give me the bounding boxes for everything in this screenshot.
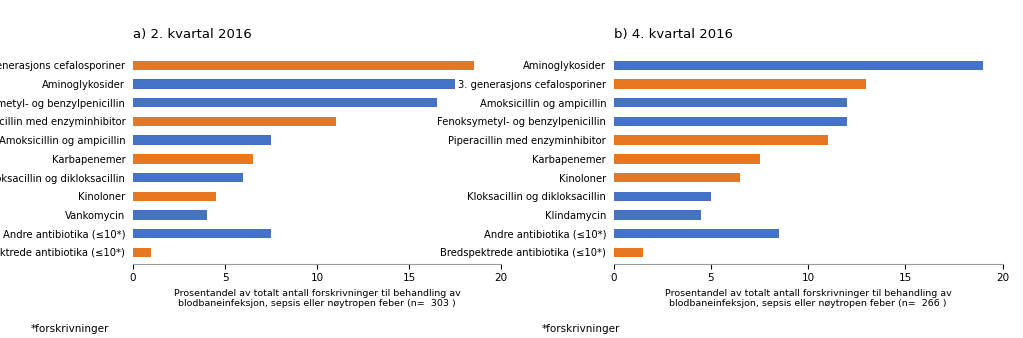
Bar bbox=[614, 173, 740, 182]
Bar bbox=[133, 210, 207, 220]
Bar bbox=[614, 117, 847, 126]
Bar bbox=[133, 173, 243, 182]
Bar bbox=[614, 61, 983, 70]
Bar bbox=[614, 210, 702, 220]
Bar bbox=[614, 229, 780, 238]
Text: a) 2. kvartal 2016: a) 2. kvartal 2016 bbox=[133, 28, 252, 41]
Bar bbox=[133, 248, 151, 257]
Bar bbox=[133, 154, 253, 164]
Bar bbox=[614, 98, 847, 107]
X-axis label: Prosentandel av totalt antall forskrivninger til behandling av
blodbaneinfeksjon: Prosentandel av totalt antall forskrivni… bbox=[665, 289, 951, 308]
Bar bbox=[614, 248, 642, 257]
Bar bbox=[133, 61, 474, 70]
Text: *forskrivninger: *forskrivninger bbox=[31, 324, 109, 335]
Bar bbox=[133, 117, 336, 126]
Bar bbox=[614, 192, 711, 201]
Bar bbox=[133, 192, 216, 201]
Bar bbox=[133, 136, 271, 145]
Bar bbox=[133, 229, 271, 238]
X-axis label: Prosentandel av totalt antall forskrivninger til behandling av
blodbaneinfeksjon: Prosentandel av totalt antall forskrivni… bbox=[174, 289, 460, 308]
Text: *forskrivninger: *forskrivninger bbox=[542, 324, 621, 335]
Bar bbox=[133, 79, 455, 89]
Text: b) 4. kvartal 2016: b) 4. kvartal 2016 bbox=[614, 28, 732, 41]
Bar bbox=[614, 154, 759, 164]
Bar bbox=[133, 98, 437, 107]
Bar bbox=[614, 79, 866, 89]
Bar bbox=[614, 136, 828, 145]
